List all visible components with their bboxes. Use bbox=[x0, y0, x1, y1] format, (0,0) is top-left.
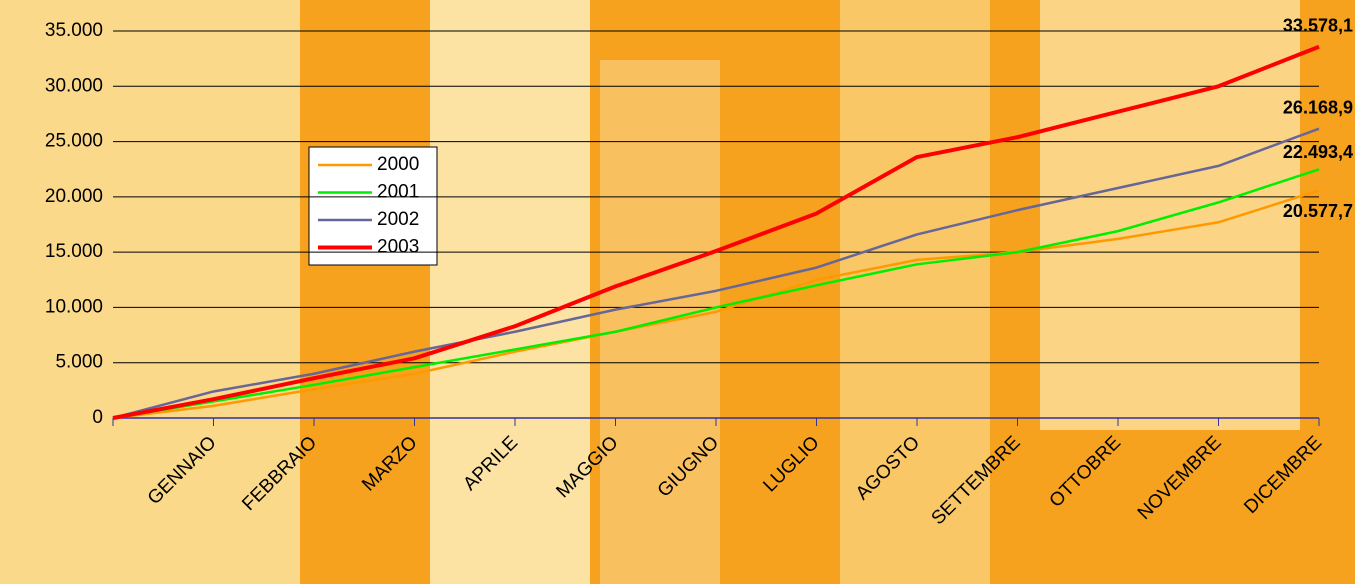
legend-box bbox=[308, 146, 438, 266]
line-series bbox=[112, 44, 1320, 420]
value-label: 20.577,7 bbox=[1283, 201, 1353, 221]
y-tick-label: 25.000 bbox=[45, 131, 103, 152]
background-shape bbox=[840, 0, 990, 584]
y-tick-label: 30.000 bbox=[45, 75, 103, 96]
legend: 2000 2001 2002 2003 bbox=[308, 146, 438, 266]
y-tick-label: 5.000 bbox=[55, 352, 103, 373]
y-tick-label: 15.000 bbox=[45, 241, 103, 262]
legend-label: 2000 bbox=[377, 154, 419, 175]
line-series bbox=[112, 189, 1320, 420]
line-series bbox=[112, 168, 1320, 420]
value-label: 26.168,9 bbox=[1283, 97, 1353, 117]
legend-label: 2003 bbox=[377, 237, 419, 258]
y-tick-label: 0 bbox=[92, 407, 103, 428]
y-tick-label: 20.000 bbox=[45, 186, 103, 207]
y-tick-label: 35.000 bbox=[45, 20, 103, 41]
legend-label: 2001 bbox=[377, 182, 419, 203]
value-label: 22.493,4 bbox=[1283, 142, 1353, 162]
background-shape bbox=[0, 0, 300, 584]
background-shape bbox=[430, 0, 590, 584]
y-tick-label: 10.000 bbox=[45, 296, 103, 317]
value-label: 33.578,1 bbox=[1283, 15, 1353, 35]
legend-label: 2002 bbox=[377, 209, 419, 230]
line-series bbox=[112, 127, 1320, 420]
